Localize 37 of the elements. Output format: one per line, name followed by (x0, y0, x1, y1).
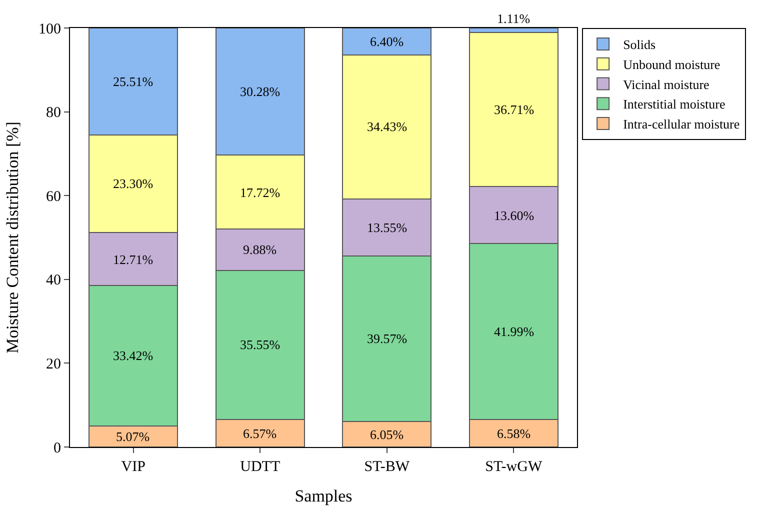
data-label: 25.51% (113, 74, 154, 89)
data-label: 41.99% (494, 324, 534, 339)
legend-label: Vicinal moisture (623, 76, 710, 92)
data-label: 12.71% (113, 252, 154, 267)
data-label: 13.60% (494, 208, 534, 223)
data-label: 30.28% (240, 84, 280, 99)
legend-label: Interstitial moisture (623, 96, 726, 112)
x-tick-label: UDTT (240, 459, 280, 475)
x-tick-label: ST-wGW (485, 459, 543, 475)
data-label: 23.30% (113, 176, 154, 191)
data-label: 35.55% (240, 337, 280, 352)
data-label: 9.88% (243, 242, 277, 257)
data-label: 5.07% (116, 429, 150, 444)
data-label: 34.43% (367, 119, 408, 134)
data-label: 6.40% (370, 34, 404, 49)
data-label: 13.55% (367, 220, 408, 235)
legend-label: Unbound moisture (623, 56, 720, 72)
data-label: 33.42% (113, 348, 154, 363)
y-tick-label: 0 (54, 440, 61, 456)
x-tick-label: ST-BW (364, 459, 410, 475)
data-label: 36.71% (494, 102, 534, 117)
y-tick-label: 20 (46, 356, 61, 372)
data-label: 6.58% (497, 426, 531, 441)
x-tick-label: VIP (121, 459, 146, 475)
x-axis-title: Samples (294, 486, 352, 506)
y-tick-label: 80 (46, 105, 61, 122)
data-label: 17.72% (240, 185, 280, 200)
y-tick-label: 100 (38, 21, 61, 38)
y-tick-label: 60 (46, 188, 61, 205)
legend-label: Solids (623, 37, 656, 52)
y-axis-title: Moisture Content distribution [%] (3, 122, 22, 354)
legend-label: Intra-cellular moisture (623, 116, 740, 132)
y-tick-label: 40 (46, 272, 61, 289)
data-label: 6.57% (243, 426, 277, 441)
data-label: 6.05% (370, 427, 404, 442)
data-label: 39.57% (367, 331, 408, 346)
data-label: 1.11% (497, 11, 530, 26)
